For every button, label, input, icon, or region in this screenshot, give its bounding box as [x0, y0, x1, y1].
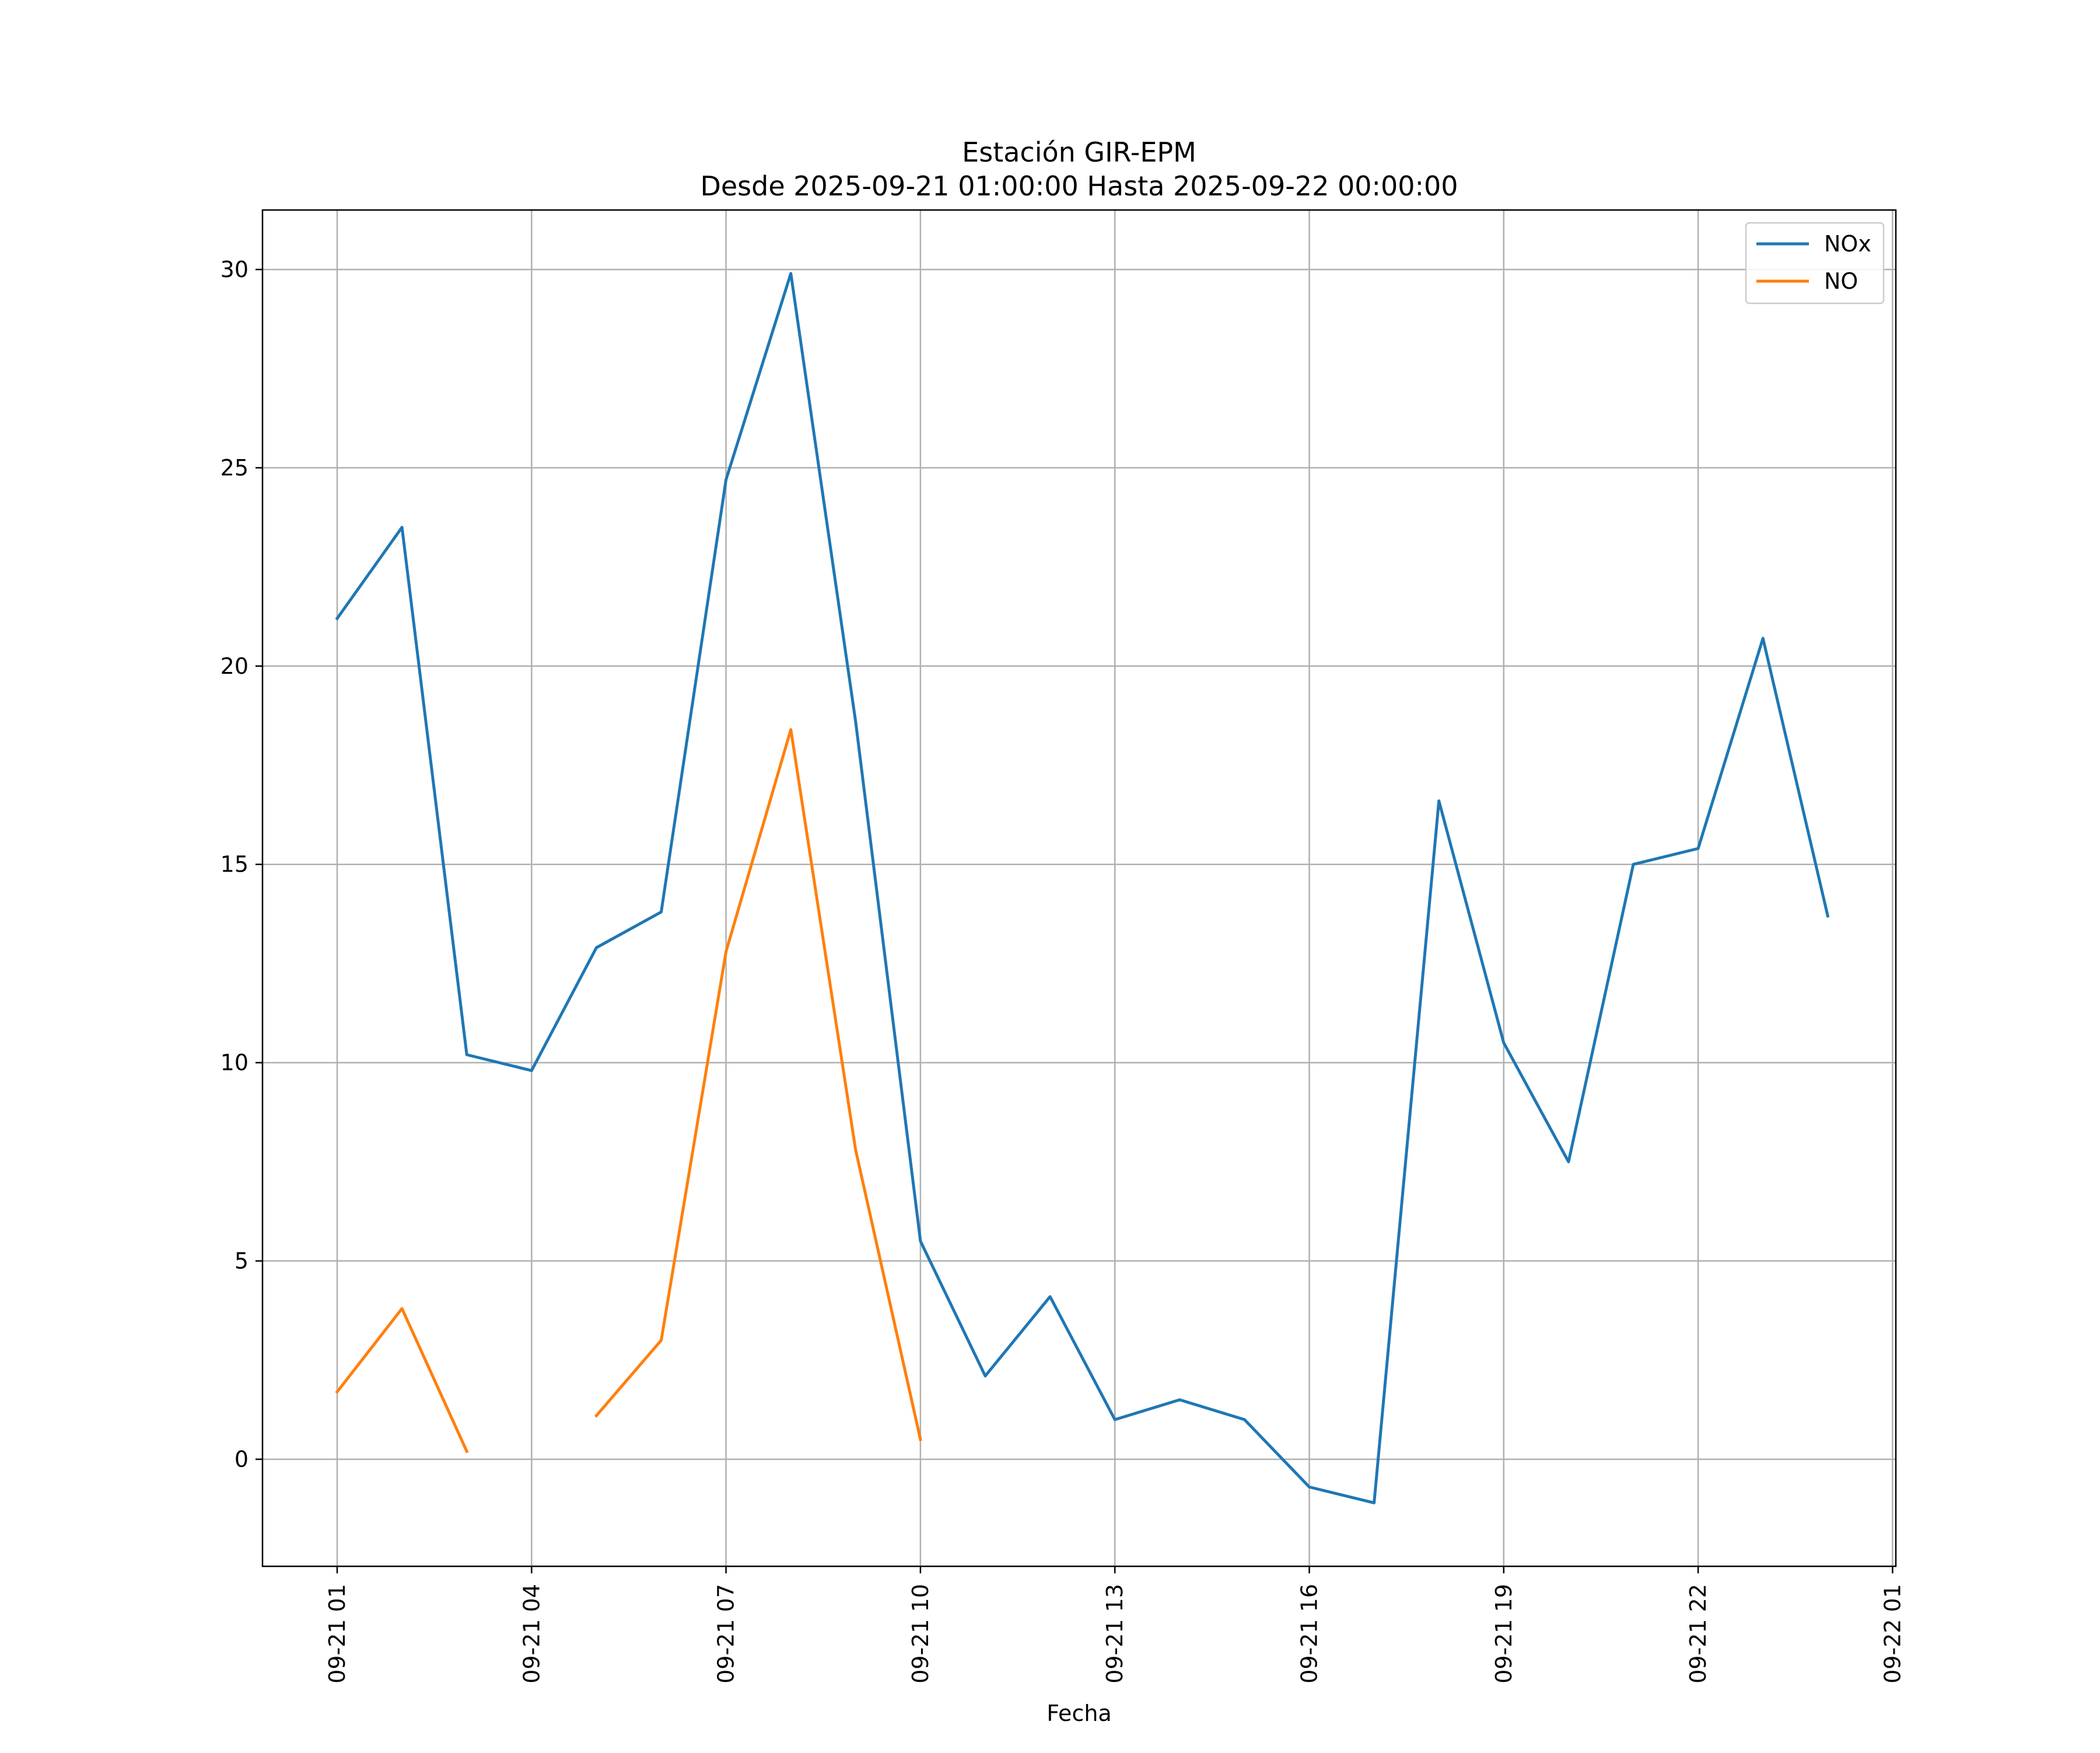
y-tick-label: 15: [220, 852, 249, 877]
y-tick-label: 25: [220, 455, 249, 481]
x-tick-label: 09-21 13: [1102, 1584, 1128, 1684]
x-tick-label: 09-22 01: [1880, 1584, 1905, 1684]
x-tick-label: 09-21 04: [519, 1584, 544, 1684]
axis-ticks: 0 5 10 15 20 25 30 09-21 01 09-21 04 09-21 07 09-2…: [220, 257, 1906, 1684]
plot-frame: [261, 209, 1897, 1567]
legend-label-nox: NOx: [1824, 231, 1871, 257]
series-line-no: [594, 728, 922, 1441]
x-tick-label: 09-21 16: [1297, 1584, 1322, 1684]
series-line-nox: [335, 272, 1830, 1504]
x-tick-label: 09-21 19: [1491, 1584, 1517, 1684]
y-tick-label: 10: [220, 1050, 249, 1076]
chart-subtitle: Desde 2025-09-21 01:00:00 Hasta 2025-09-…: [700, 170, 1458, 202]
x-axis-label: Fecha: [1046, 1700, 1111, 1726]
y-tick-label: 20: [220, 653, 249, 679]
legend-label-no: NO: [1824, 268, 1858, 294]
x-tick-label: 09-21 07: [713, 1584, 739, 1684]
series-lines: [335, 272, 1830, 1504]
x-tick-label: 09-21 01: [324, 1584, 350, 1684]
legend: NOx NO: [1745, 222, 1885, 305]
x-tick-label: 09-21 10: [908, 1584, 933, 1684]
y-tick-label: 0: [235, 1446, 249, 1472]
series-line-no: [335, 1307, 469, 1454]
chart-title: Estación GIR-EPM: [962, 137, 1196, 168]
x-tick-label: 09-21 22: [1685, 1584, 1711, 1684]
y-tick-label: 5: [235, 1248, 249, 1274]
y-tick-label: 30: [220, 257, 249, 282]
